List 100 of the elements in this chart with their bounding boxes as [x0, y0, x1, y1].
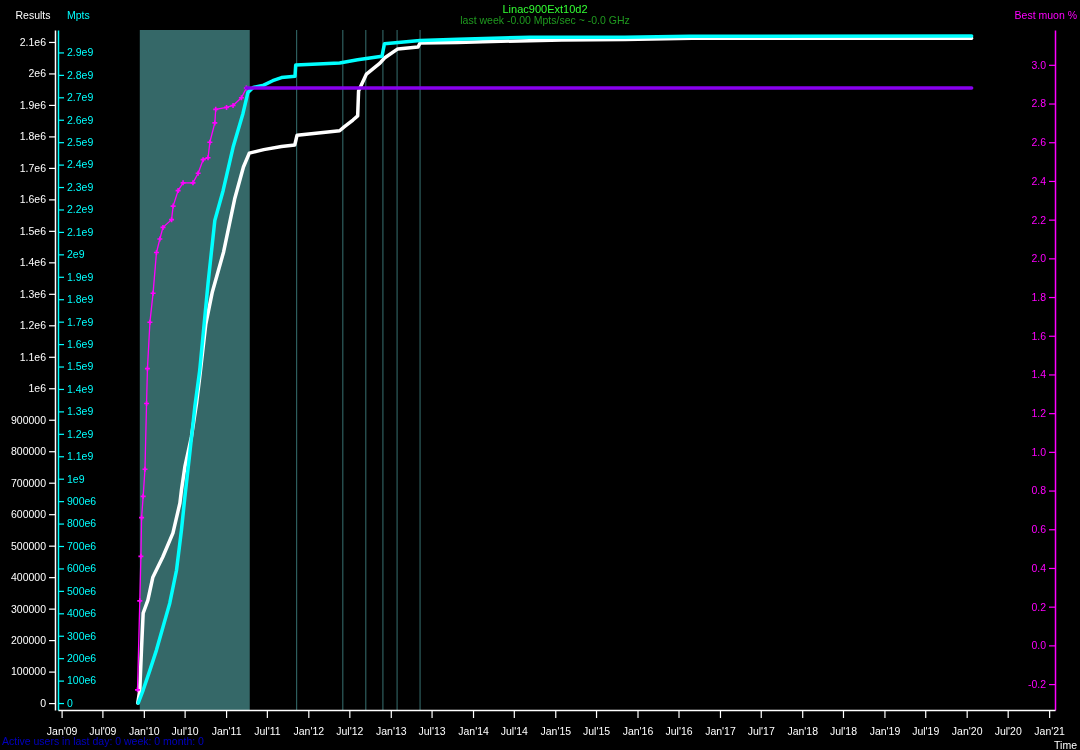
y2-tick-label: 2.9e9	[67, 46, 94, 59]
y3-tick-label: 1.8	[1031, 290, 1047, 303]
y-tick-label: 400000	[10, 571, 47, 584]
y3-tick-label: 0.8	[1031, 484, 1047, 497]
y2-tick-label: 2.2e9	[67, 203, 94, 216]
point	[211, 119, 219, 127]
x-tick-label: Jul'10	[171, 725, 199, 738]
y-tick-label: 1.6e6	[19, 193, 47, 206]
y2-tick-label: 900e6	[67, 494, 97, 507]
x-tick-label: Jul'17	[747, 725, 775, 738]
y-tick-label: 1.3e6	[19, 287, 47, 300]
point	[141, 465, 149, 473]
y2-tick-label: 700e6	[67, 539, 97, 552]
y-tick-label: 500000	[10, 539, 47, 552]
y2-tick-label: 2.5e9	[67, 136, 94, 149]
y2-tick-label: 300e6	[67, 629, 97, 642]
x-tick-label: Jan'17	[705, 725, 736, 738]
y2-tick-label: 1.7e9	[67, 315, 94, 328]
y3-tick-label: 0.6	[1031, 523, 1047, 536]
y2-tick-label: 2e9	[67, 248, 85, 261]
y-tick-label: 2e6	[28, 67, 47, 80]
y-tick-label: 900000	[10, 413, 47, 426]
y3-tick-label: 0.4	[1031, 561, 1047, 574]
point	[204, 154, 212, 162]
point	[156, 235, 164, 243]
y-tick-label: 1e6	[28, 382, 47, 395]
y3-tick-label: -0.2	[1027, 677, 1047, 690]
x-tick-label: Jul'13	[418, 725, 446, 738]
y-tick-label: 0	[40, 696, 47, 709]
y2-tick-label: 2.8e9	[67, 68, 94, 81]
y-tick-label: 1.7e6	[19, 161, 47, 174]
y2-tick-label: 1.6e9	[67, 337, 94, 350]
y-tick-label: 1.5e6	[19, 224, 47, 237]
y2-tick-label: 1.1e9	[67, 450, 94, 463]
x-tick-label: Jul'09	[89, 725, 117, 738]
y3-tick-label: 0.2	[1031, 600, 1047, 613]
y3-tick-label: 2.0	[1031, 252, 1047, 265]
y-tick-label: 200000	[10, 633, 47, 646]
x-tick-label: Jul'18	[829, 725, 858, 738]
y2-tick-label: 1.8e9	[67, 293, 94, 306]
x-tick-label: Jul'14	[500, 725, 529, 738]
x-tick-label: Jan'18	[787, 725, 819, 738]
point	[149, 289, 157, 297]
y-tick-label: 1.4e6	[19, 256, 47, 269]
x-tick-label: Jul'20	[994, 725, 1022, 738]
x-tick-label: Jan'13	[375, 725, 407, 738]
x-tick-label: Jan'20	[951, 725, 983, 738]
x-tick-label: Jan'16	[622, 725, 654, 738]
point	[136, 597, 144, 605]
y3-tick-label: 2.2	[1031, 213, 1047, 226]
chart-subtitle: last week -0.00 Mpts/sec ~ -0.0 GHz	[460, 13, 630, 26]
y2-tick-label: 1.4e9	[67, 382, 94, 395]
y2-tick-label: 800e6	[67, 517, 97, 530]
point	[206, 138, 214, 146]
y-tick-label: 800000	[10, 445, 47, 458]
y-tick-label: 2.1e6	[19, 35, 47, 48]
x-tick-label: Jan'10	[129, 725, 160, 738]
y2-tick-label: 2.6e9	[67, 113, 94, 126]
y3-tick-label: 2.8	[1031, 97, 1047, 110]
y2-tick-label: 2.7e9	[67, 91, 94, 104]
y-tick-label: 1.1e6	[19, 350, 47, 363]
x-axis-title: Time	[1054, 738, 1078, 750]
x-tick-label: Jul'12	[336, 725, 364, 738]
y2-tick-label: 500e6	[67, 584, 97, 597]
y2-tick-label: 1.5e9	[67, 360, 94, 373]
y2-tick-label: 600e6	[67, 562, 97, 575]
x-tick-label: Jan'14	[458, 725, 489, 738]
point	[146, 318, 154, 326]
y3-tick-label: 0.0	[1031, 639, 1047, 652]
y-tick-label: 700000	[10, 476, 47, 489]
y-tick-label: 1.8e6	[19, 130, 47, 143]
y-tick-label: 300000	[10, 602, 47, 615]
y-tick-label: 1.2e6	[19, 319, 47, 332]
x-tick-label: Jan'11	[211, 725, 242, 738]
y2-tick-label: 1e9	[67, 472, 85, 485]
y3-tick-label: 3.0	[1031, 58, 1047, 71]
y2-tick-label: 2.4e9	[67, 158, 94, 171]
y-tick-label: 1.9e6	[19, 98, 47, 111]
y3-tick-label: 1.6	[1031, 329, 1047, 342]
point	[189, 179, 197, 187]
y2-tick-label: 0	[67, 696, 73, 709]
x-tick-label: Jan'12	[293, 725, 325, 738]
point	[169, 202, 177, 210]
x-tick-label: Jul'19	[912, 725, 940, 738]
y-tick-label: 100000	[10, 665, 47, 678]
x-tick-label: Jul'16	[665, 725, 693, 738]
y2-tick-label: 200e6	[67, 652, 97, 665]
y2-axis-title: Mpts	[67, 9, 90, 21]
y2-tick-label: 1.3e9	[67, 405, 94, 418]
y2-tick-label: 1.9e9	[67, 270, 94, 283]
point	[179, 179, 187, 187]
y2-tick-label: 2.3e9	[67, 180, 94, 193]
y3-tick-label: 1.2	[1031, 407, 1047, 420]
y3-tick-label: 1.4	[1031, 368, 1047, 381]
y3-tick-label: 2.4	[1031, 174, 1047, 187]
x-tick-label: Jul'11	[254, 725, 281, 738]
y2-tick-label: 100e6	[67, 674, 97, 687]
x-tick-label: Jan'09	[46, 725, 78, 738]
y3-axis-title: Best muon %	[1014, 9, 1077, 21]
text: Active users in last day: 0 week: 0 month: 0	[2, 735, 205, 747]
